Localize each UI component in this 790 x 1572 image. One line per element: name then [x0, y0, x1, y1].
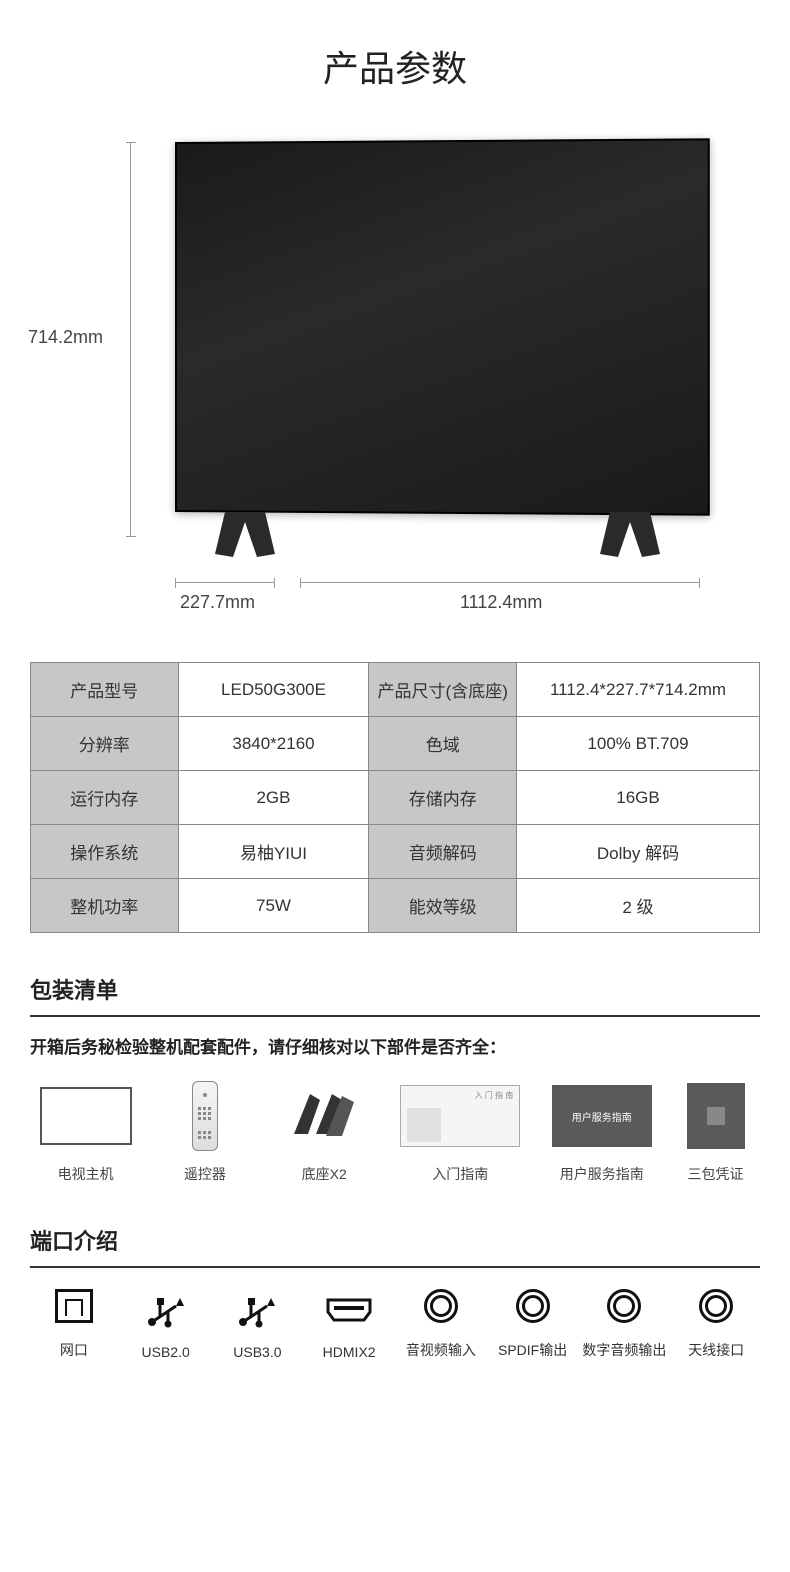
- spec-value: 易柚YIUI: [178, 825, 369, 879]
- tv-stand-illustration: [175, 507, 700, 557]
- spec-value: 3840*2160: [178, 717, 369, 771]
- table-row: 产品型号LED50G300E产品尺寸(含底座)1112.4*227.7*714.…: [31, 663, 760, 717]
- spec-label: 产品尺寸(含底座): [369, 663, 517, 717]
- package-item-label: 用户服务指南: [560, 1164, 644, 1184]
- package-item-guide: 入 门 指 南 入门指南: [388, 1080, 533, 1184]
- usb-icon: [237, 1292, 277, 1328]
- package-item-stand: 底座X2: [269, 1080, 380, 1184]
- port-label: USB3.0: [233, 1344, 281, 1360]
- specs-table: 产品型号LED50G300E产品尺寸(含底座)1112.4*227.7*714.…: [30, 662, 760, 933]
- spec-label: 音频解码: [369, 825, 517, 879]
- usb-icon: [146, 1292, 186, 1328]
- tv-box-icon: [40, 1087, 132, 1145]
- spec-label: 存储内存: [369, 771, 517, 825]
- spec-label: 产品型号: [31, 663, 179, 717]
- port-circle-icon: [424, 1289, 458, 1323]
- package-subheading: 开箱后务秘检验整机配套配件，请仔细核对以下部件是否齐全：: [30, 1033, 760, 1058]
- package-item-tv: 电视主机: [30, 1080, 141, 1184]
- spec-value: 2 级: [516, 879, 759, 933]
- port-item: HDMIX2: [305, 1288, 393, 1360]
- product-spec-page: 产品参数 714.2mm 227.7mm 1112.4mm 产品型号LED50G…: [0, 0, 790, 1390]
- height-dim-label: 714.2mm: [28, 327, 103, 348]
- section-divider: [30, 1015, 760, 1017]
- port-label: 网口: [60, 1340, 88, 1360]
- ethernet-icon: [55, 1289, 93, 1323]
- package-heading: 包装清单: [30, 973, 760, 1005]
- port-label: USB2.0: [142, 1344, 190, 1360]
- port-item: 音视频输入: [397, 1284, 485, 1360]
- height-dim-line: [130, 142, 131, 537]
- spec-value: 75W: [178, 879, 369, 933]
- spec-label: 运行内存: [31, 771, 179, 825]
- package-items-row: 电视主机 遥控器 底: [30, 1080, 760, 1184]
- spec-value: 100% BT.709: [516, 717, 759, 771]
- spec-value: LED50G300E: [178, 663, 369, 717]
- remote-icon: [192, 1081, 218, 1151]
- package-item-label: 入门指南: [432, 1164, 488, 1184]
- service-card-icon: 用户服务指南: [552, 1085, 652, 1147]
- spec-label: 分辨率: [31, 717, 179, 771]
- depth-dim-line: [175, 582, 275, 583]
- page-title: 产品参数: [30, 40, 760, 92]
- port-item: USB2.0: [122, 1288, 210, 1360]
- table-row: 操作系统易柚YIUI音频解码Dolby 解码: [31, 825, 760, 879]
- spec-value: Dolby 解码: [516, 825, 759, 879]
- width-dim-line: [300, 582, 700, 583]
- port-circle-icon: [607, 1289, 641, 1323]
- port-item: SPDIF输出: [489, 1284, 577, 1360]
- port-item: 数字音频输出: [581, 1284, 669, 1360]
- port-circle-icon: [699, 1289, 733, 1323]
- port-item: 网口: [30, 1284, 118, 1360]
- package-item-remote: 遥控器: [149, 1080, 260, 1184]
- tv-dimension-diagram: 714.2mm 227.7mm 1112.4mm: [100, 142, 730, 622]
- port-label: HDMIX2: [323, 1344, 376, 1360]
- port-item: USB3.0: [214, 1288, 302, 1360]
- port-circle-icon: [516, 1289, 550, 1323]
- guide-booklet-icon: 入 门 指 南: [400, 1085, 520, 1147]
- table-row: 整机功率75W能效等级2 级: [31, 879, 760, 933]
- package-item-warranty: 三包凭证: [671, 1080, 760, 1184]
- section-divider: [30, 1266, 760, 1268]
- hdmi-icon: [326, 1298, 372, 1322]
- stand-icon: [286, 1086, 362, 1147]
- warranty-card-icon: [687, 1083, 745, 1149]
- spec-label: 操作系统: [31, 825, 179, 879]
- table-row: 分辨率3840*2160色域100% BT.709: [31, 717, 760, 771]
- package-item-label: 三包凭证: [688, 1164, 744, 1184]
- depth-dim-label: 227.7mm: [180, 592, 255, 613]
- port-label: 数字音频输出: [582, 1340, 666, 1360]
- spec-label: 色域: [369, 717, 517, 771]
- spec-label: 能效等级: [369, 879, 517, 933]
- package-item-label: 电视主机: [58, 1164, 114, 1184]
- package-item-label: 底座X2: [302, 1164, 347, 1184]
- width-dim-label: 1112.4mm: [460, 592, 542, 613]
- package-item-label: 遥控器: [184, 1164, 226, 1184]
- port-label: SPDIF输出: [498, 1340, 567, 1360]
- port-label: 音视频输入: [406, 1340, 476, 1360]
- spec-label: 整机功率: [31, 879, 179, 933]
- table-row: 运行内存2GB存储内存16GB: [31, 771, 760, 825]
- port-label: 天线接口: [688, 1340, 744, 1360]
- spec-value: 1112.4*227.7*714.2mm: [516, 663, 759, 717]
- spec-value: 16GB: [516, 771, 759, 825]
- ports-row: 网口 USB2.0 USB3.0 HDMIX2 音视频输入 SPDIF输出数字音频输…: [30, 1284, 760, 1360]
- package-item-service-guide: 用户服务指南 用户服务指南: [541, 1080, 663, 1184]
- port-item: 天线接口: [672, 1284, 760, 1360]
- tv-front-illustration: [175, 138, 710, 515]
- ports-heading: 端口介绍: [30, 1224, 760, 1256]
- spec-value: 2GB: [178, 771, 369, 825]
